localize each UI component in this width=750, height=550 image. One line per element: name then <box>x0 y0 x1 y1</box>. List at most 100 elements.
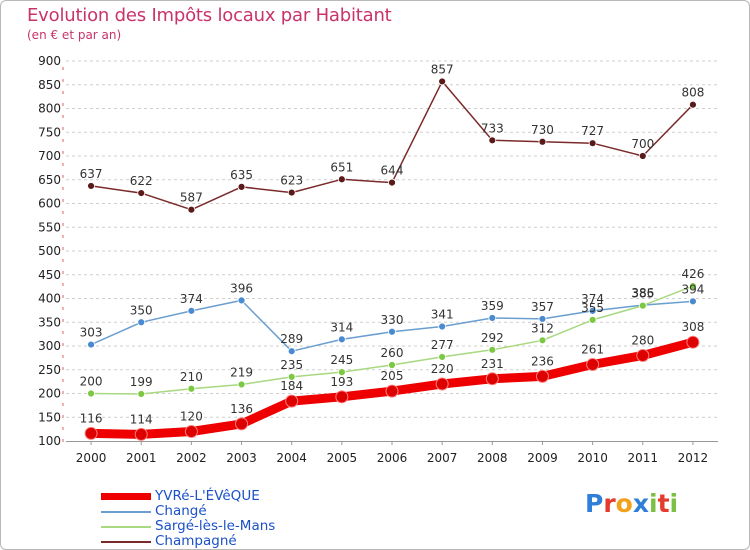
series-2-label-2001: 199 <box>130 375 153 389</box>
series-2-label-2004: 235 <box>280 358 303 372</box>
series-3-label-2009: 730 <box>531 123 554 137</box>
series-1-point-2001 <box>137 318 146 327</box>
logo-letter: P <box>585 489 604 518</box>
x-tick-label-2007: 2007 <box>427 451 458 465</box>
series-0-label-2003: 136 <box>230 402 253 416</box>
legend-item-yvre: YVRé-L'ÉVêQUE <box>101 488 361 504</box>
series-1-point-2012 <box>689 297 697 306</box>
series-3-point-2008 <box>488 136 497 145</box>
series-1-point-2007 <box>438 322 447 331</box>
series-1-label-2011: 386 <box>631 286 654 300</box>
series-3-label-2010: 727 <box>581 124 604 138</box>
y-tick-label-350: 350 <box>38 315 61 329</box>
y-tick-label-800: 800 <box>38 102 61 116</box>
legend-swatch-champagne <box>101 541 151 543</box>
series-2-label-2005: 245 <box>330 353 353 367</box>
series-0-point-2010 <box>586 358 600 372</box>
series-1-point-2010 <box>588 306 597 315</box>
series-1-point-2008 <box>488 314 497 322</box>
series-3-point-2010 <box>588 139 597 148</box>
series-2-label-2002: 210 <box>180 370 203 384</box>
y-tick-label-300: 300 <box>38 339 61 353</box>
y-tick-label-600: 600 <box>38 197 61 211</box>
series-2-label-2003: 219 <box>230 365 253 379</box>
x-tick-label-2009: 2009 <box>527 451 558 465</box>
series-3-label-2000: 637 <box>80 167 103 181</box>
x-tick-label-2003: 2003 <box>226 451 257 465</box>
series-3-point-2000 <box>87 182 95 190</box>
series-2-point-2000 <box>87 389 95 398</box>
series-0-point-2009 <box>535 369 549 383</box>
series-0-point-2002 <box>184 425 198 438</box>
series-1-label-2004: 289 <box>280 332 303 346</box>
series-1-point-2000 <box>87 340 95 349</box>
series-3-point-2002 <box>187 205 196 214</box>
series-2-label-2010: 355 <box>581 301 604 315</box>
series-0-label-2004: 184 <box>280 379 303 393</box>
chart-title: Evolution des Impôts locaux par Habitant <box>27 5 392 26</box>
x-tick-label-2000: 2000 <box>76 451 107 465</box>
y-tick-label-400: 400 <box>38 292 61 306</box>
series-2-point-2009 <box>538 336 547 345</box>
series-1-label-2005: 314 <box>330 320 353 334</box>
y-tick-label-650: 650 <box>38 173 61 187</box>
y-tick-label-100: 100 <box>38 434 61 448</box>
y-tick-label-450: 450 <box>38 268 61 282</box>
y-tick-label-900: 900 <box>38 54 61 68</box>
logo-letter: x <box>632 489 649 518</box>
series-2-label-2000: 200 <box>80 375 103 389</box>
series-3-label-2002: 587 <box>180 191 203 205</box>
series-2-label-2009: 312 <box>531 321 554 335</box>
series-0-label-2012: 308 <box>681 320 704 334</box>
series-3-point-2006 <box>388 178 396 187</box>
series-0-point-2012 <box>686 335 700 349</box>
legend-swatch-yvre <box>101 493 151 500</box>
series-0-point-2003 <box>235 417 249 431</box>
series-2-label-2008: 292 <box>481 331 504 345</box>
x-tick-label-2004: 2004 <box>276 451 307 465</box>
x-tick-label-2012: 2012 <box>678 451 709 465</box>
series-2-point-2004 <box>287 372 296 381</box>
series-1-label-2012: 394 <box>681 282 704 296</box>
series-1-point-2006 <box>388 327 396 336</box>
series-3-point-2003 <box>237 182 246 191</box>
series-2-point-2007 <box>438 353 447 361</box>
y-tick-label-700: 700 <box>38 149 61 163</box>
series-3-label-2003: 635 <box>230 168 253 182</box>
series-2-label-2007: 277 <box>431 338 454 352</box>
series-2-label-2006: 260 <box>381 346 404 360</box>
logo-letter: t <box>657 489 670 518</box>
series-0-label-2007: 220 <box>431 362 454 376</box>
series-3-label-2008: 733 <box>481 121 504 135</box>
series-3-label-2012: 808 <box>681 86 704 100</box>
series-0-label-2010: 261 <box>581 343 604 357</box>
legend-swatch-change <box>101 511 151 513</box>
series-2-point-2011 <box>638 301 647 310</box>
x-tick-label-2008: 2008 <box>477 451 508 465</box>
series-0-point-2005 <box>335 390 349 404</box>
y-tick-label-750: 750 <box>38 125 61 139</box>
series-3-point-2007 <box>438 77 447 86</box>
series-0-label-2001: 114 <box>130 412 153 426</box>
series-0-label-2011: 280 <box>631 334 654 348</box>
series-3-label-2006: 644 <box>381 164 404 178</box>
series-0-label-2000: 116 <box>80 411 103 425</box>
series-2-label-2012: 426 <box>681 267 704 281</box>
series-3-point-2001 <box>137 189 146 197</box>
series-0-label-2005: 193 <box>330 375 353 389</box>
series-1-label-2000: 303 <box>80 326 103 340</box>
series-0-point-2008 <box>485 372 499 386</box>
legend-item-champagne: Champagné <box>101 533 361 549</box>
series-1-label-2008: 359 <box>481 299 504 313</box>
logo-letter: i <box>669 489 679 518</box>
x-tick-label-2001: 2001 <box>126 451 157 465</box>
y-tick-label-150: 150 <box>38 410 61 424</box>
legend-item-change: Changé <box>101 503 361 519</box>
legend: YVRé-L'ÉVêQUE Changé Sargé-lès-le-Mans C… <box>101 488 361 549</box>
series-1-point-2005 <box>337 335 346 344</box>
series-1-point-2003 <box>237 296 246 305</box>
series-3-point-2009 <box>538 137 547 146</box>
y-tick-label-250: 250 <box>38 363 61 377</box>
